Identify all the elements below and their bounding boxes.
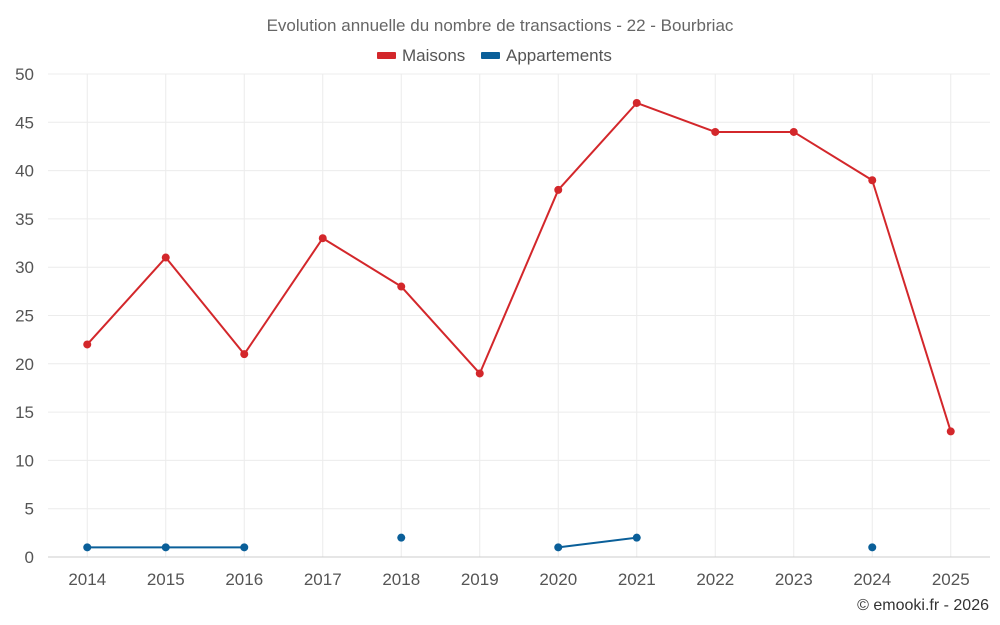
- series-appartements: [83, 533, 877, 552]
- y-tick-label: 25: [15, 307, 34, 326]
- data-point-maisons-2019[interactable]: [475, 369, 484, 378]
- x-tick-label: 2014: [68, 570, 106, 589]
- legend-swatch-maisons: [377, 52, 396, 59]
- legend: Maisons Appartements: [377, 46, 612, 65]
- data-point-maisons-2023[interactable]: [789, 127, 798, 136]
- legend-label-appartements: Appartements: [506, 46, 612, 65]
- y-tick-label: 5: [25, 500, 34, 519]
- x-tick-label: 2020: [539, 570, 577, 589]
- x-tick-label: 2017: [304, 570, 342, 589]
- series-line-maisons: [86, 101, 952, 432]
- chart-title: Evolution annuelle du nombre de transact…: [267, 16, 734, 35]
- data-point-maisons-2021[interactable]: [632, 98, 641, 107]
- legend-item-maisons[interactable]: Maisons: [377, 46, 465, 65]
- y-tick-label: 35: [15, 210, 34, 229]
- data-point-appartements-2024[interactable]: [868, 543, 877, 552]
- data-point-maisons-2014[interactable]: [83, 340, 92, 349]
- x-tick-label: 2023: [775, 570, 813, 589]
- data-point-appartements-2020[interactable]: [554, 543, 563, 552]
- y-tick-label: 0: [25, 548, 34, 567]
- data-point-appartements-2021[interactable]: [632, 533, 641, 542]
- data-point-maisons-2025[interactable]: [946, 427, 955, 436]
- series-maisons: [83, 98, 955, 436]
- legend-label-maisons: Maisons: [402, 46, 465, 65]
- x-tick-label: 2022: [696, 570, 734, 589]
- x-tick-label: 2019: [461, 570, 499, 589]
- y-tick-label: 30: [15, 258, 34, 277]
- data-point-appartements-2018[interactable]: [397, 533, 406, 542]
- y-tick-label: 10: [15, 451, 34, 470]
- data-point-maisons-2017[interactable]: [318, 234, 327, 243]
- legend-swatch-appartements: [481, 52, 500, 59]
- data-point-appartements-2015[interactable]: [161, 543, 170, 552]
- x-tick-label: 2021: [618, 570, 656, 589]
- series-line-appartements: [558, 536, 637, 549]
- data-point-maisons-2016[interactable]: [240, 350, 249, 359]
- y-tick-label: 15: [15, 403, 34, 422]
- legend-item-appartements[interactable]: Appartements: [481, 46, 612, 65]
- series-layer: [83, 98, 955, 552]
- data-point-maisons-2018[interactable]: [397, 282, 406, 291]
- y-tick-label: 40: [15, 162, 34, 181]
- data-point-appartements-2014[interactable]: [83, 543, 92, 552]
- y-tick-label: 45: [15, 113, 34, 132]
- y-tick-label: 50: [15, 65, 34, 84]
- credit-text: © emooki.fr - 2026: [857, 597, 989, 614]
- y-tick-label: 20: [15, 355, 34, 374]
- y-axis: 0 5 10 15 20 25 30 35 40 45 50: [15, 65, 34, 567]
- data-point-maisons-2015[interactable]: [161, 253, 170, 262]
- x-tick-label: 2016: [225, 570, 263, 589]
- x-tick-label: 2018: [382, 570, 420, 589]
- x-axis: 2014 2015 2016 2017 2018 2019 2020 2021 2022 2023…: [68, 570, 969, 589]
- data-point-maisons-2022[interactable]: [711, 127, 720, 136]
- data-point-appartements-2016[interactable]: [240, 543, 249, 552]
- x-tick-label: 2025: [932, 570, 970, 589]
- x-tick-label: 2024: [853, 570, 891, 589]
- x-tick-label: 2015: [147, 570, 185, 589]
- gridlines: [48, 73, 990, 558]
- data-point-maisons-2024[interactable]: [868, 176, 877, 185]
- data-point-maisons-2020[interactable]: [554, 185, 563, 194]
